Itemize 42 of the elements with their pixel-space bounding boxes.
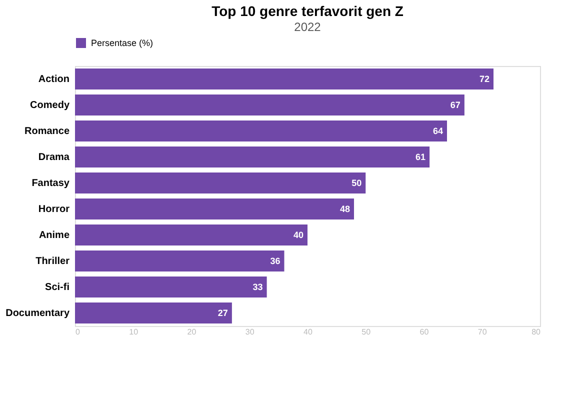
y-tick-label: Drama <box>38 152 70 163</box>
x-tick-label: 20 <box>187 328 197 336</box>
data-label: 48 <box>340 204 350 214</box>
bar <box>75 276 267 298</box>
y-tick-label: Horror <box>38 204 70 215</box>
x-tick-label: 70 <box>478 328 488 336</box>
data-label: 61 <box>416 152 426 162</box>
chart-title: Top 10 genre terfavorit gen Z <box>212 3 404 19</box>
bar <box>75 68 494 90</box>
data-label: 27 <box>218 308 228 318</box>
data-label: 40 <box>293 230 304 240</box>
x-tick-label: 80 <box>532 328 542 336</box>
x-tick-label: 60 <box>420 328 430 336</box>
x-tick-label: 50 <box>362 328 372 336</box>
data-label: 50 <box>352 178 362 188</box>
data-label: 64 <box>432 126 443 136</box>
bar <box>75 172 366 194</box>
bar <box>75 250 284 272</box>
x-tick-label: 40 <box>304 328 313 336</box>
bar <box>75 146 430 168</box>
y-tick-label: Comedy <box>30 100 70 111</box>
data-label: 33 <box>252 282 263 292</box>
data-label: 72 <box>479 74 490 84</box>
y-tick-label: Thriller <box>36 256 70 267</box>
bar <box>75 120 447 142</box>
x-tick-label: 10 <box>129 328 139 336</box>
bar <box>75 302 232 324</box>
x-tick-label: 0 <box>76 328 80 336</box>
bar <box>75 94 464 116</box>
y-tick-label: Sci-fi <box>45 282 70 293</box>
y-tick-label: Action <box>38 74 70 85</box>
x-tick-label: 30 <box>245 328 255 336</box>
data-label: 67 <box>450 100 460 110</box>
y-tick-label: Romance <box>24 126 70 137</box>
legend-label: Persentase (%) <box>91 38 154 48</box>
y-tick-label: Fantasy <box>32 178 70 189</box>
bar <box>75 224 308 246</box>
y-tick-label: Documentary <box>6 308 70 319</box>
bar <box>75 198 354 220</box>
chart-subtitle: 2022 <box>294 20 322 34</box>
data-label: 36 <box>270 256 280 266</box>
y-tick-label: Anime <box>38 230 70 241</box>
